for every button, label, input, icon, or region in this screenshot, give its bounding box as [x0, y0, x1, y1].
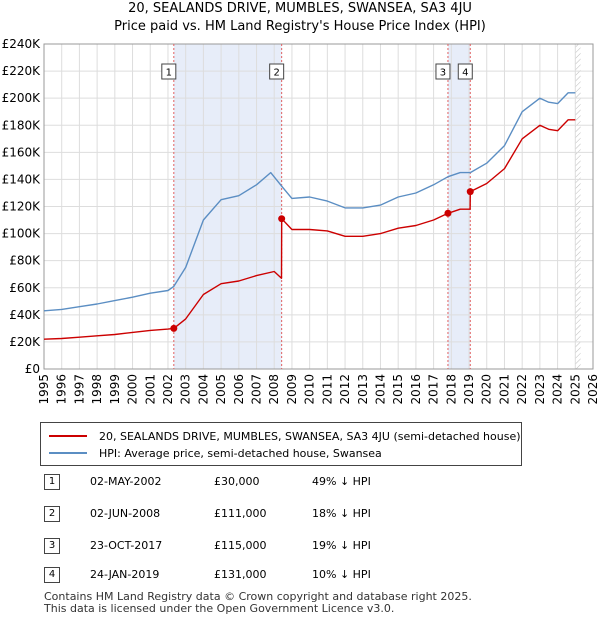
x-tick-label: 2002 [161, 374, 175, 405]
x-tick-label: 2024 [551, 374, 565, 405]
sale-marker-label: 3 [440, 68, 446, 79]
x-tick-label: 2021 [497, 374, 511, 405]
x-tick-label: 2005 [214, 374, 228, 405]
transaction-price: £131,000 [214, 568, 267, 581]
transaction-marker: 2 [44, 506, 60, 522]
footer-copyright: Contains HM Land Registry data © Crown c… [44, 590, 472, 603]
hpi-series-line [43, 92, 576, 312]
x-tick-label: 2012 [338, 374, 352, 405]
chart-subtitle: Price paid vs. HM Land Registry's House … [114, 19, 486, 34]
y-tick-label: £160K [2, 145, 42, 159]
y-tick-label: £200K [2, 91, 42, 105]
x-tick-label: 1996 [55, 374, 69, 405]
x-tick-label: 2011 [320, 374, 334, 405]
sale-marker-box [457, 63, 473, 80]
x-tick-label: 2000 [126, 374, 140, 405]
legend-line-hpi [49, 452, 87, 454]
y-tick-label: £100K [2, 227, 42, 241]
y-tick-label: £0 [25, 362, 40, 376]
sale-marker-label: 1 [166, 68, 172, 79]
y-tick-label: £180K [2, 118, 42, 132]
footer-licence: This data is licensed under the Open Gov… [44, 602, 395, 615]
transaction-date: 02-JUN-2008 [90, 507, 161, 520]
x-tick-label: 1999 [108, 374, 122, 405]
sale-marker-label: 2 [273, 68, 279, 79]
x-tick-label: 2017 [427, 374, 441, 405]
sale-marker-label: 4 [462, 68, 468, 79]
transaction-price: £115,000 [214, 539, 267, 552]
y-tick-label: £80K [9, 254, 41, 268]
x-tick-label: 2026 [586, 374, 600, 405]
transaction-price: £111,000 [214, 507, 267, 520]
sale-marker-box [435, 63, 451, 80]
x-tick-label: 2010 [303, 374, 317, 405]
x-tick-label: 2015 [391, 374, 405, 405]
transaction-hpi-diff: 19% ↓ HPI [312, 539, 371, 552]
transaction-marker: 4 [44, 567, 60, 583]
y-tick-label: £60K [9, 281, 41, 295]
x-tick-label: 2013 [356, 374, 370, 405]
sale-point [278, 215, 286, 223]
price-series-line [43, 119, 576, 340]
transaction-date: 24-JAN-2019 [90, 568, 160, 581]
x-tick-label: 2003 [179, 374, 193, 405]
x-tick-label: 2001 [143, 374, 157, 405]
transaction-hpi-diff: 18% ↓ HPI [312, 507, 371, 520]
x-tick-label: 2006 [232, 374, 246, 405]
sale-marker-box [161, 63, 177, 80]
price-chart: £0 £20K £40K £60K £80K £100K £120K £140K £160K £1… [2, 37, 600, 405]
x-tick-label: 2019 [462, 374, 476, 405]
transaction-marker: 1 [44, 474, 60, 490]
transaction-marker: 3 [44, 538, 60, 554]
y-tick-label: £240K [2, 37, 42, 51]
sale-marker-box [269, 63, 285, 80]
x-tick-label: 2018 [444, 374, 458, 405]
y-tick-label: £140K [2, 172, 42, 186]
x-tick-label: 1997 [72, 374, 86, 405]
x-tick-label: 2009 [285, 374, 299, 405]
legend-line-price [49, 435, 87, 437]
legend-item-price: 20, SEALANDS DRIVE, MUMBLES, SWANSEA, SA… [49, 428, 521, 444]
x-tick-label: 2022 [515, 374, 529, 405]
x-tick-label: 2016 [409, 374, 423, 405]
x-tick-label: 1995 [37, 374, 51, 405]
transaction-hpi-diff: 49% ↓ HPI [312, 475, 371, 488]
transaction-price: £30,000 [214, 475, 260, 488]
transaction-date: 02-MAY-2002 [90, 475, 162, 488]
transaction-hpi-diff: 10% ↓ HPI [312, 568, 371, 581]
sale-point [444, 209, 452, 217]
transaction-date: 23-OCT-2017 [90, 539, 163, 552]
y-tick-label: £220K [2, 64, 42, 78]
sale-point [170, 324, 178, 332]
x-tick-label: 2008 [267, 374, 281, 405]
y-tick-label: £120K [2, 200, 42, 214]
legend-label-hpi: HPI: Average price, semi-detached house,… [99, 446, 382, 460]
x-tick-label: 1998 [90, 374, 104, 405]
legend: 20, SEALANDS DRIVE, MUMBLES, SWANSEA, SA… [40, 422, 522, 466]
x-tick-label: 2020 [480, 374, 494, 405]
y-tick-label: £40K [9, 308, 41, 322]
chart-title: 20, SEALANDS DRIVE, MUMBLES, SWANSEA, SA… [128, 1, 472, 16]
legend-item-hpi: HPI: Average price, semi-detached house,… [49, 445, 382, 461]
plot-border [43, 43, 594, 370]
x-tick-label: 2004 [196, 374, 210, 405]
x-tick-label: 2025 [568, 374, 582, 405]
legend-label-price: 20, SEALANDS DRIVE, MUMBLES, SWANSEA, SA… [99, 429, 521, 443]
x-tick-label: 2007 [250, 374, 264, 405]
sale-point [466, 188, 474, 196]
x-tick-label: 2023 [533, 374, 547, 405]
x-tick-label: 2014 [373, 374, 387, 405]
y-tick-label: £20K [9, 335, 41, 349]
